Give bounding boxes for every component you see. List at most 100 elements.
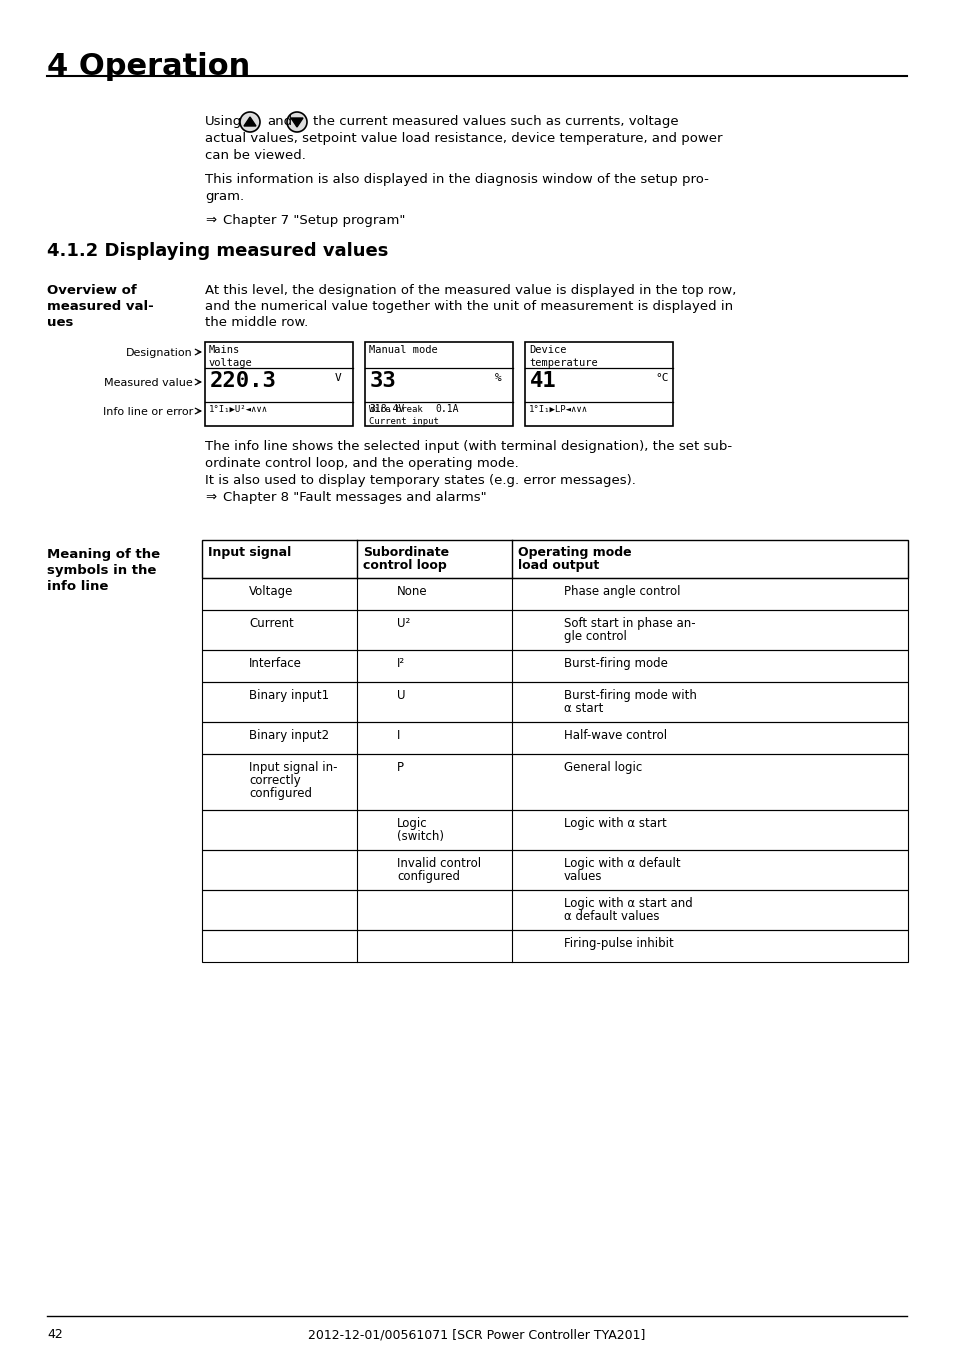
Text: Logic with α start: Logic with α start [563, 817, 666, 830]
Bar [202, 890, 907, 930]
Text: α default values: α default values [563, 910, 659, 923]
Text: 33: 33 [370, 371, 396, 392]
Text: Input signal: Input signal [208, 545, 291, 559]
Text: 4 Operation: 4 Operation [47, 53, 250, 81]
Text: U: U [396, 688, 405, 702]
Text: Mains: Mains [209, 346, 240, 355]
Text: configured: configured [249, 787, 312, 801]
Bar [202, 722, 907, 755]
Text: 318.4V: 318.4V [369, 404, 404, 414]
Bar [202, 540, 907, 578]
Text: Overview of: Overview of [47, 284, 136, 297]
Text: Chapter 8 "Fault messages and alarms": Chapter 8 "Fault messages and alarms" [223, 491, 486, 504]
Text: Device: Device [529, 346, 566, 355]
Text: α start: α start [563, 702, 602, 716]
Text: Input signal in-: Input signal in- [249, 761, 337, 774]
Text: 2012-12-01/00561071 [SCR Power Controller TYA201]: 2012-12-01/00561071 [SCR Power Controlle… [308, 1328, 645, 1341]
Text: Operating mode: Operating mode [517, 545, 631, 559]
Text: ⇒: ⇒ [205, 215, 216, 227]
Text: Logic with α default: Logic with α default [563, 857, 679, 869]
Text: 0.1A: 0.1A [435, 404, 458, 414]
Text: Phase angle control: Phase angle control [563, 585, 679, 598]
Text: Soft start in phase an-: Soft start in phase an- [563, 617, 695, 630]
Text: voltage: voltage [209, 358, 253, 369]
Text: measured val-: measured val- [47, 300, 153, 313]
Text: Interface: Interface [249, 657, 301, 670]
Text: 1°I₁▶U²◄∧∨∧: 1°I₁▶U²◄∧∨∧ [209, 405, 268, 414]
Text: 42: 42 [47, 1328, 63, 1341]
Text: I²: I² [396, 657, 405, 670]
Text: Burst-firing mode with: Burst-firing mode with [563, 688, 696, 702]
Bar [365, 342, 513, 427]
Text: Current: Current [249, 617, 294, 630]
Text: 4.1.2 Displaying measured values: 4.1.2 Displaying measured values [47, 242, 388, 261]
Text: ⇒: ⇒ [205, 491, 216, 504]
Bar [202, 649, 907, 682]
Text: P: P [396, 761, 403, 774]
Bar [524, 342, 672, 427]
Text: Wire break: Wire break [369, 405, 422, 414]
Text: (switch): (switch) [396, 830, 443, 842]
Text: ues: ues [47, 316, 73, 329]
Text: °C: °C [655, 373, 668, 383]
Text: Subordinate: Subordinate [363, 545, 449, 559]
Text: %: % [495, 373, 501, 383]
Text: U²: U² [396, 617, 410, 630]
Text: load output: load output [517, 559, 598, 572]
Bar [202, 610, 907, 649]
Text: 220.3: 220.3 [210, 371, 276, 392]
Bar [202, 682, 907, 722]
Text: and: and [267, 115, 292, 128]
Text: Chapter 7 "Setup program": Chapter 7 "Setup program" [223, 215, 405, 227]
Bar [202, 850, 907, 890]
Text: Manual mode: Manual mode [369, 346, 437, 355]
Text: Using: Using [205, 115, 242, 128]
Bar [202, 810, 907, 850]
Text: This information is also displayed in the diagnosis window of the setup pro-: This information is also displayed in th… [205, 173, 708, 186]
Text: V: V [335, 373, 341, 383]
Text: Designation: Designation [126, 348, 193, 358]
Text: It is also used to display temporary states (e.g. error messages).: It is also used to display temporary sta… [205, 474, 636, 487]
Text: Meaning of the: Meaning of the [47, 548, 160, 562]
Text: and the numerical value together with the unit of measurement is displayed in: and the numerical value together with th… [205, 300, 732, 313]
Text: correctly: correctly [249, 774, 300, 787]
Text: symbols in the: symbols in the [47, 564, 156, 576]
Text: info line: info line [47, 580, 109, 593]
Text: the current measured values such as currents, voltage: the current measured values such as curr… [313, 115, 678, 128]
Bar [205, 342, 353, 427]
Text: gram.: gram. [205, 190, 244, 202]
Text: Voltage: Voltage [249, 585, 294, 598]
Text: 1°I₁▶LP◄∧∨∧: 1°I₁▶LP◄∧∨∧ [529, 405, 587, 414]
Text: General logic: General logic [563, 761, 641, 774]
Text: temperature: temperature [529, 358, 598, 369]
Text: Binary input1: Binary input1 [249, 688, 329, 702]
Text: the middle row.: the middle row. [205, 316, 308, 329]
Text: Half-wave control: Half-wave control [563, 729, 666, 742]
Text: Binary input2: Binary input2 [249, 729, 329, 742]
Text: can be viewed.: can be viewed. [205, 148, 306, 162]
Bar [202, 578, 907, 610]
Text: ordinate control loop, and the operating mode.: ordinate control loop, and the operating… [205, 458, 518, 470]
Polygon shape [291, 117, 303, 127]
Text: At this level, the designation of the measured value is displayed in the top row: At this level, the designation of the me… [205, 284, 736, 297]
Circle shape [240, 112, 260, 132]
Text: Logic with α start and: Logic with α start and [563, 896, 692, 910]
Text: 41: 41 [530, 371, 557, 392]
Text: Current input: Current input [369, 417, 438, 427]
Bar [202, 755, 907, 810]
Text: Burst-firing mode: Burst-firing mode [563, 657, 667, 670]
Text: None: None [396, 585, 427, 598]
Text: Info line or error: Info line or error [103, 406, 193, 417]
Text: control loop: control loop [363, 559, 446, 572]
Text: The info line shows the selected input (with terminal designation), the set sub-: The info line shows the selected input (… [205, 440, 731, 454]
Text: gle control: gle control [563, 630, 626, 643]
Polygon shape [244, 117, 255, 126]
Text: configured: configured [396, 869, 459, 883]
Text: Logic: Logic [396, 817, 427, 830]
Bar [202, 930, 907, 963]
Text: Firing-pulse inhibit: Firing-pulse inhibit [563, 937, 673, 950]
Text: actual values, setpoint value load resistance, device temperature, and power: actual values, setpoint value load resis… [205, 132, 721, 144]
Text: Invalid control: Invalid control [396, 857, 480, 869]
Text: I: I [396, 729, 400, 742]
Circle shape [287, 112, 307, 132]
